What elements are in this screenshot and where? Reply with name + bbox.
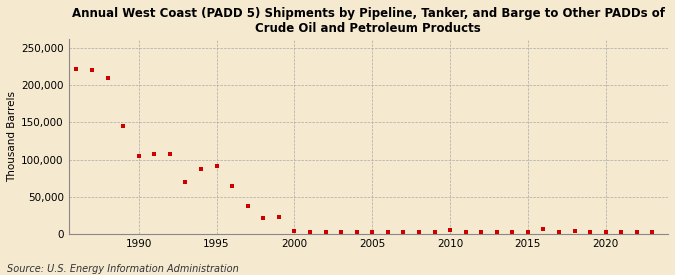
Text: Source: U.S. Energy Information Administration: Source: U.S. Energy Information Administ… (7, 264, 238, 274)
Point (258, 215, 269, 220)
Point (429, 230, 440, 234)
Point (196, 167, 207, 172)
Point (289, 229, 300, 233)
Point (242, 204, 253, 209)
Point (383, 230, 394, 235)
Point (86, 68, 97, 72)
Point (398, 230, 409, 234)
Point (273, 215, 284, 219)
Point (647, 230, 658, 235)
Point (227, 183, 238, 188)
Point (460, 230, 471, 234)
Point (538, 227, 549, 231)
Point (445, 228, 456, 232)
Point (180, 180, 191, 184)
Point (585, 230, 595, 234)
Point (165, 152, 176, 156)
Point (117, 124, 128, 128)
Point (491, 230, 502, 234)
Point (102, 76, 113, 80)
Point (569, 229, 580, 233)
Point (616, 230, 627, 234)
Y-axis label: Thousand Barrels: Thousand Barrels (7, 91, 17, 182)
Point (600, 230, 611, 234)
Point (148, 152, 159, 157)
Point (320, 230, 331, 235)
Point (351, 230, 362, 234)
Point (133, 154, 144, 158)
Point (414, 230, 425, 234)
Point (367, 230, 377, 234)
Point (632, 230, 643, 235)
Point (71, 67, 82, 71)
Point (507, 230, 518, 234)
Point (554, 230, 564, 234)
Point (335, 230, 346, 235)
Point (522, 230, 533, 234)
Point (476, 230, 487, 234)
Point (304, 230, 315, 235)
Point (211, 163, 222, 168)
Title: Annual West Coast (PADD 5) Shipments by Pipeline, Tanker, and Barge to Other PAD: Annual West Coast (PADD 5) Shipments by … (72, 7, 665, 35)
